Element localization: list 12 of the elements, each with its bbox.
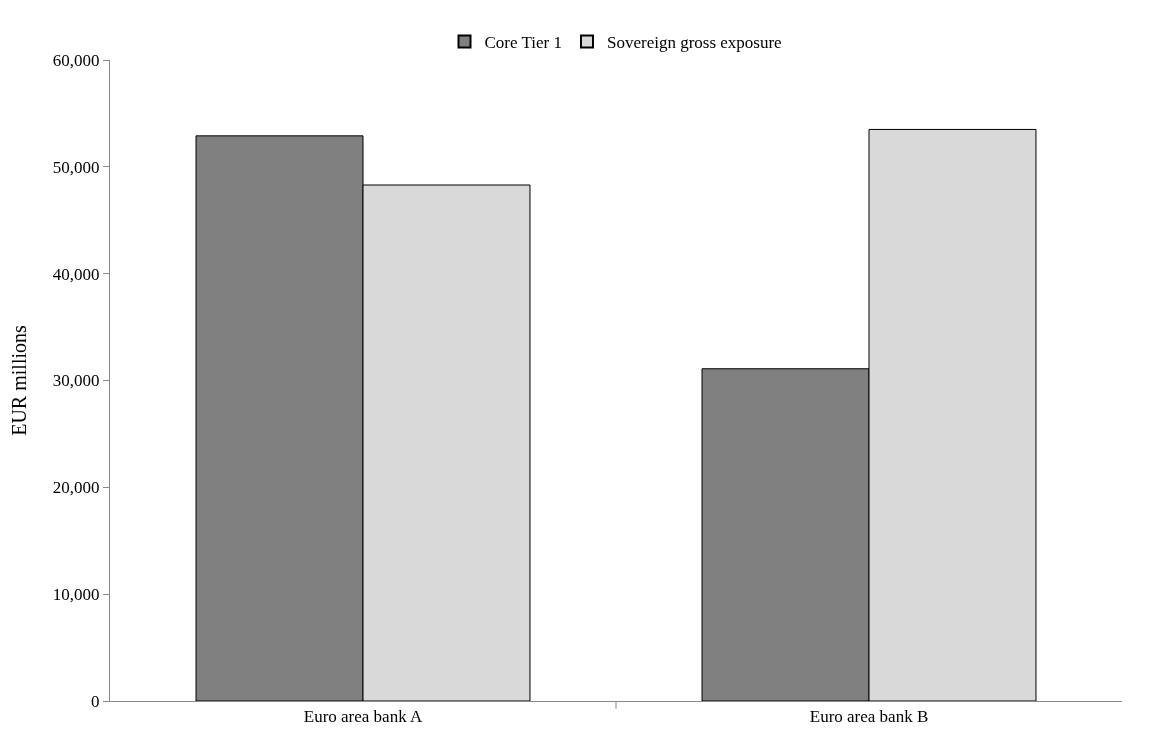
y-tick-label: 50,000 [52, 157, 100, 177]
x-tick-label: Euro area bank B [809, 707, 929, 727]
legend-label: Core Tier 1 [484, 33, 562, 53]
y-tick-label: 40,000 [52, 264, 100, 284]
legend-label: Sovereign gross exposure [606, 33, 782, 53]
y-tick-label: 20,000 [52, 478, 100, 498]
y-tick-label: 30,000 [52, 371, 100, 391]
x-tick-label: Euro area bank A [303, 707, 423, 727]
y-tick-label: 60,000 [52, 50, 100, 70]
y-tick-label: 10,000 [52, 585, 100, 605]
y-tick-label: 0 [91, 691, 100, 711]
y-axis-title: EUR millions [8, 325, 31, 436]
